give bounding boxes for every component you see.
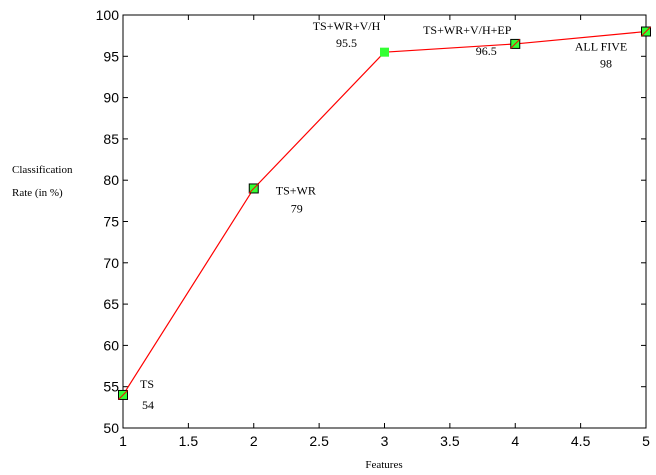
point-value-label: 98 [600,57,612,71]
x-tick-label: 1.5 [179,433,199,449]
data-markers [118,26,651,400]
series-line [122,30,647,396]
y-axis-label-line2: Rate (in %) [12,187,63,199]
y-tick-label: 65 [103,296,119,312]
x-axis-label: Features [365,459,402,471]
x-tick-label: 2 [250,433,258,449]
x-axis-ticks: 1 1.5 2 2.5 3 3.5 4 4.5 5 [119,15,650,449]
point-name-label: TS+WR+V/H+EP [423,23,512,37]
marker-cross [641,26,651,37]
y-tick-label: 85 [103,131,119,147]
marker-cross [510,39,521,49]
x-tick-label: 3 [381,433,389,449]
x-tick-label: 1 [119,433,127,449]
x-tick-label: 3.5 [440,433,460,449]
point-name-label: ALL FIVE [575,40,628,54]
y-tick-label: 70 [103,255,119,271]
marker-cross [248,183,259,194]
x-tick-label: 4.5 [571,433,591,449]
y-axis-ticks: 50 55 60 65 70 75 80 85 90 95 100 [96,7,646,436]
x-tick-label: 5 [642,433,650,449]
plot-frame [122,14,647,429]
point-name-label: TS+WR [276,183,316,197]
y-axis-label-line1: Classification [12,164,73,176]
y-tick-label: 75 [103,214,119,230]
point-name-label: TS+WR+V/H [313,19,381,33]
marker-cross [118,390,128,400]
y-tick-label: 55 [103,379,119,395]
y-tick-label: 95 [103,48,119,64]
point-value-label: 54 [142,398,154,412]
series-polyline [122,30,647,396]
x-tick-label: 4 [511,433,519,449]
point-value-label: 79 [291,201,303,215]
y-tick-label: 90 [103,90,119,106]
y-tick-label: 80 [103,172,119,188]
y-tick-label: 50 [103,420,119,436]
data-point-marker [380,47,389,57]
y-tick-label: 60 [103,337,119,353]
x-tick-label: 2.5 [309,433,329,449]
y-tick-label: 100 [96,7,120,23]
point-value-label: 96.5 [476,44,497,58]
point-value-label: 95.5 [336,36,357,50]
point-labels: TS 54 TS+WR 79 TS+WR+V/H 95.5 TS+WR+V/H+EP 96.5… [140,19,627,412]
point-name-label: TS [140,377,154,391]
